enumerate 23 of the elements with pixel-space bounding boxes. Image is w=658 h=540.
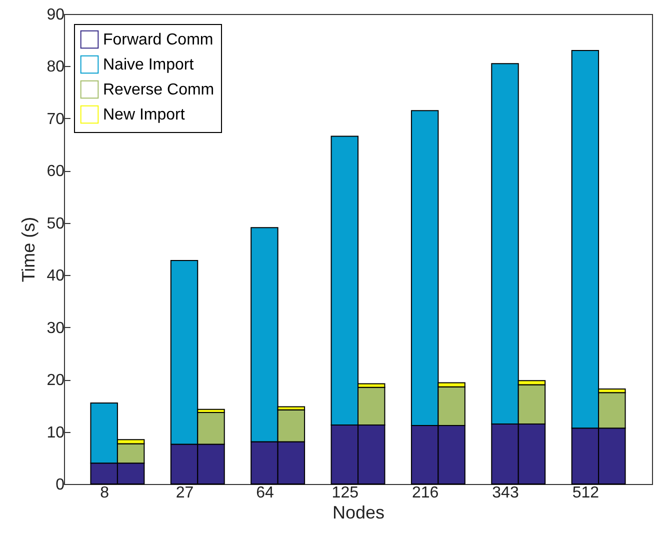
y-tick-label: 90 bbox=[46, 6, 65, 24]
x-tick-label: 343 bbox=[492, 484, 519, 502]
x-tick-label: 512 bbox=[572, 484, 600, 502]
y-axis-title: Time (s) bbox=[18, 216, 39, 282]
y-tick-label: 10 bbox=[46, 424, 65, 442]
y-tick-label: 70 bbox=[46, 110, 65, 128]
x-tick-label: 64 bbox=[256, 484, 274, 502]
y-tick-label: 20 bbox=[46, 372, 65, 390]
legend-label: Reverse Comm bbox=[103, 82, 214, 98]
x-tick-label: 216 bbox=[412, 484, 439, 502]
legend-label: New Import bbox=[103, 106, 186, 124]
y-tick-label: 50 bbox=[46, 215, 65, 232]
legend-label: Naive Import bbox=[103, 56, 194, 74]
x-axis-title: Nodes bbox=[332, 502, 385, 522]
legend-label: Forward Comm bbox=[103, 32, 214, 48]
y-tick-label: 80 bbox=[46, 58, 65, 76]
x-tick-label: 125 bbox=[332, 484, 359, 502]
y-tick-label: 60 bbox=[46, 163, 65, 180]
x-tick-label: 27 bbox=[176, 484, 194, 502]
x-tick-label: 8 bbox=[100, 484, 110, 502]
y-tick-label: 40 bbox=[46, 268, 65, 285]
y-tick-label: 30 bbox=[46, 320, 65, 337]
y-tick-label: 0 bbox=[56, 476, 65, 494]
